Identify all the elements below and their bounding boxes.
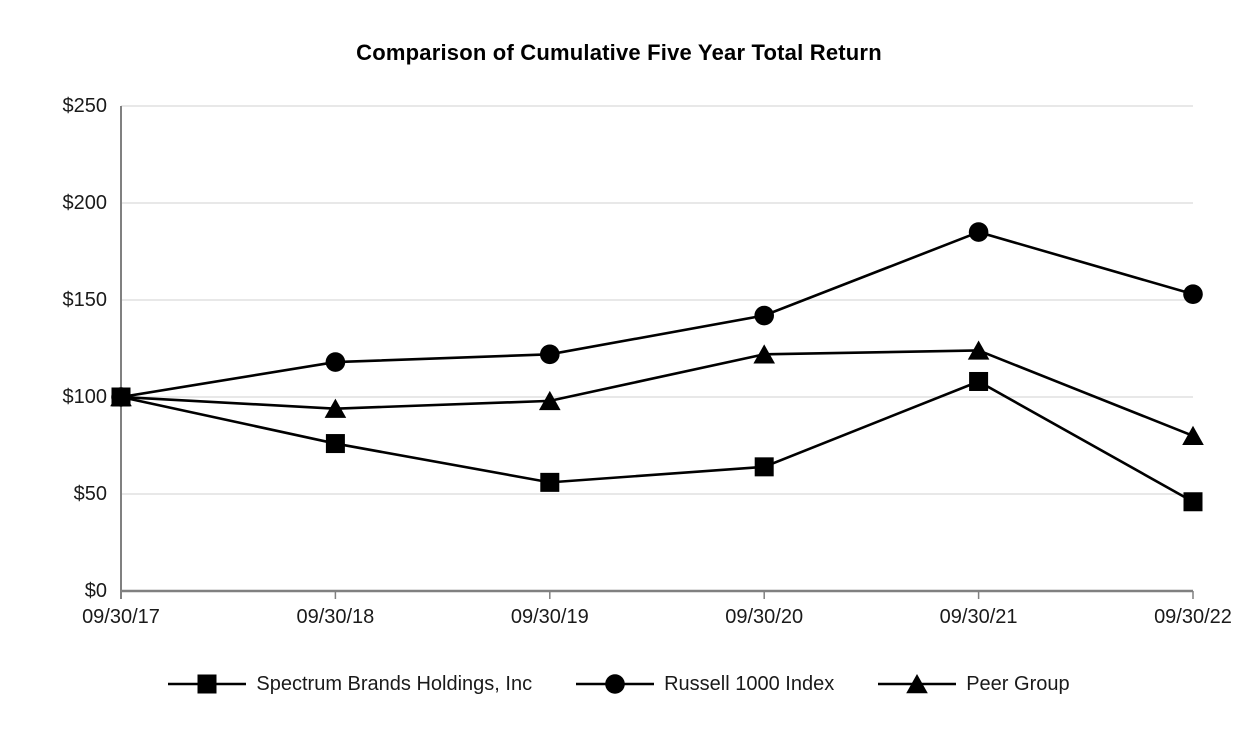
x-axis-tick-labels: 09/30/17 09/30/18 09/30/19 09/30/20 09/30/21… bbox=[0, 603, 1238, 633]
legend-label-spectrum-brands: Spectrum Brands Holdings, Inc bbox=[256, 672, 533, 695]
series-line-russell-1000-index bbox=[120, 230, 1194, 399]
legend-triangle-marker-icon bbox=[878, 674, 957, 694]
marker-square-spectrum-brands-holdings-inc-4 bbox=[969, 371, 989, 391]
x-tick-label-09-30-22: 09/30/22 bbox=[1154, 606, 1232, 628]
legend-label-peer-group: Peer Group bbox=[966, 672, 1070, 695]
marker-square-spectrum-brands-holdings-inc-3 bbox=[754, 457, 774, 477]
x-tick-label-09-30-21: 09/30/21 bbox=[939, 606, 1018, 628]
legend-label-russell-1000: Russell 1000 Index bbox=[664, 672, 835, 695]
marker-triangle-peer-group-4 bbox=[967, 340, 990, 360]
marker-triangle-peer-group-3 bbox=[753, 344, 775, 364]
legend-square-marker-icon bbox=[168, 674, 247, 694]
marker-circle-russell-1000-index-1 bbox=[325, 352, 346, 372]
chart-title: Comparison of Cumulative Five Year Total… bbox=[356, 40, 882, 65]
legend-circle-marker-icon bbox=[576, 674, 655, 694]
x-tick-label-09-30-20: 09/30/20 bbox=[725, 606, 804, 628]
marker-triangle-peer-group-5 bbox=[1182, 425, 1204, 445]
x-tick-label-09-30-17: 09/30/17 bbox=[82, 606, 160, 628]
marker-triangle-peer-group-0 bbox=[110, 387, 132, 407]
marker-triangle-peer-group-1 bbox=[324, 398, 347, 418]
x-tick-label-09-30-18: 09/30/18 bbox=[296, 606, 375, 628]
series-line-spectrum-brands-holdings-inc bbox=[120, 380, 1194, 503]
legend-item-russell-1000: Russell 1000 Index bbox=[576, 673, 834, 696]
marker-circle-russell-1000-index-3 bbox=[754, 305, 774, 326]
marker-square-spectrum-brands-holdings-inc-1 bbox=[325, 434, 345, 454]
x-tick-label-09-30-19: 09/30/19 bbox=[510, 606, 589, 628]
legend-item-peer-group: Peer Group bbox=[878, 672, 1070, 696]
marker-square-spectrum-brands-holdings-inc-5 bbox=[1183, 492, 1203, 512]
marker-square-spectrum-brands-holdings-inc-2 bbox=[540, 472, 560, 492]
y-tick-label-100: $100 bbox=[62, 386, 108, 408]
y-tick-label-50: $50 bbox=[73, 483, 107, 505]
y-tick-label-0: $0 bbox=[84, 580, 107, 602]
series-line-peer-group bbox=[120, 349, 1194, 438]
y-tick-label-250: $250 bbox=[62, 95, 108, 117]
y-tick-label-150: $150 bbox=[62, 289, 108, 311]
legend-item-spectrum-brands: Spectrum Brands Holdings, Inc bbox=[168, 673, 532, 696]
marker-triangle-peer-group-2 bbox=[539, 390, 561, 411]
y-tick-label-200: $200 bbox=[62, 192, 108, 214]
marker-circle-russell-1000-index-2 bbox=[540, 344, 560, 365]
marker-circle-russell-1000-index-4 bbox=[968, 222, 989, 242]
marker-circle-russell-1000-index-5 bbox=[1183, 284, 1203, 304]
chart-legend: Spectrum Brands Holdings, Inc Russell 10… bbox=[0, 664, 1238, 704]
